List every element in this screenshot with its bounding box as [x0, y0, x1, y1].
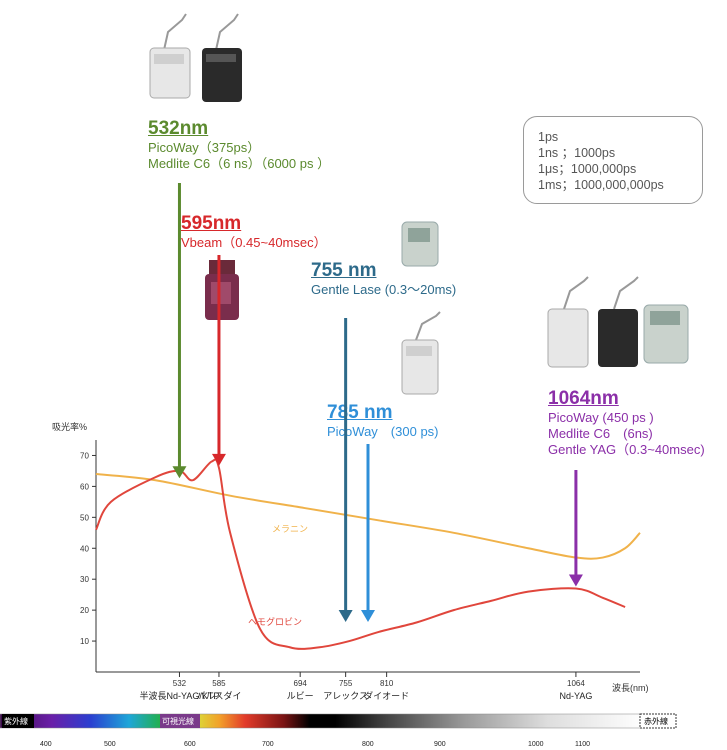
callout-755-line-1: Gentle Lase (0.3〜20ms) — [311, 282, 457, 297]
y-axis-label: 吸光率% — [52, 421, 87, 432]
laser-arrow-head-785 — [361, 610, 375, 622]
callout-1064: 1064nm PicoWay (450 ps ) Medlite C6 (6ns… — [548, 388, 705, 458]
spectrum-label-right: 赤外線 — [644, 716, 668, 726]
device-vbeam — [205, 260, 239, 320]
device-picoway-532 — [149, 13, 242, 102]
unit-legend-line-1: 1ps — [538, 130, 559, 144]
callout-755: 755 nm Gentle Lase (0.3〜20ms) — [311, 260, 456, 298]
callout-595: 595nm Vbeam（0.45~40msec） — [181, 213, 327, 251]
spectrum-tick-label: 600 — [184, 741, 196, 748]
x-tick-laser-name: ダイオード — [364, 690, 409, 701]
callout-1064-line-2: Medlite C6 (6ns) — [548, 426, 653, 441]
device-gentlelase — [401, 221, 439, 267]
spectrum-tick-label: 1000 — [528, 741, 544, 748]
device-1064-group — [547, 276, 689, 368]
laser-arrow-head-755 — [338, 610, 353, 622]
unit-legend-line-2: 1ns ；1000ps — [538, 146, 616, 160]
unit-legend-line-3: 1μs；1000,000ps — [538, 162, 637, 176]
callout-785-title: 785 nm — [327, 402, 393, 423]
callout-1064-line-3: Gentle YAG（0.3~40msec) — [548, 442, 705, 457]
callout-1064-line-1: PicoWay (450 ps ) — [548, 410, 654, 425]
unit-legend-line-4: 1ms；1000,000,000ps — [538, 178, 664, 192]
callout-532-title: 532nm — [148, 118, 209, 139]
x-tick-laser-name: パルスダイ — [196, 690, 241, 701]
spectrum-tick-label: 500 — [104, 741, 116, 748]
hemoglobin-curve — [95, 458, 626, 650]
callout-1064-title: 1064nm — [548, 388, 619, 409]
laser-arrow-head-585 — [211, 453, 226, 466]
callout-595-title: 595nm — [181, 213, 242, 234]
callout-532-line-2: Medlite C6（6 ns）（6000 ps ） — [148, 156, 331, 171]
x-tick-laser-name: 半波長Nd-YAG/KTP — [140, 690, 220, 701]
spectrum-label-left: 紫外線 — [4, 716, 28, 726]
y-tick-label: 20 — [80, 606, 89, 615]
x-tick-label: 532 — [173, 679, 187, 688]
y-tick-label: 10 — [80, 637, 89, 646]
x-tick-laser-name: Nd-YAG — [559, 691, 592, 701]
spectrum-tick-label: 1100 — [575, 741, 590, 748]
spectrum-label-left-bg — [2, 714, 34, 728]
y-tick-label: 60 — [80, 482, 89, 491]
laser-arrow-head-1064 — [568, 574, 583, 587]
x-axis-label: 波長(nm) — [612, 682, 649, 693]
callout-595-line-1: Vbeam（0.45~40msec） — [181, 235, 327, 250]
spectrum-tick-label: 700 — [262, 741, 274, 748]
x-tick-laser-name: ルビー — [287, 691, 314, 701]
series-label-melanin: メラニン — [272, 524, 308, 534]
spectrum-tick-label: 800 — [362, 741, 374, 748]
callout-785: 785 nm PicoWay (300 ps) — [327, 402, 439, 440]
callout-532: 532nm PicoWay（375ps） Medlite C6（6 ns）（60… — [148, 118, 330, 172]
series-label-hemoglobin: ヘモグロビン — [248, 616, 302, 627]
x-tick-label: 694 — [294, 679, 308, 688]
y-tick-label: 30 — [80, 575, 89, 584]
y-tick-label: 70 — [80, 451, 89, 460]
device-picoway-785 — [401, 311, 441, 395]
spectrum-tick-label: 900 — [434, 741, 446, 748]
callout-532-line-1: PicoWay（375ps） — [148, 140, 261, 155]
x-tick-label: 585 — [212, 679, 226, 688]
callout-755-title: 755 nm — [311, 260, 377, 281]
spectrum-label-middle-bg — [160, 714, 200, 728]
spectrum-bar — [0, 714, 645, 728]
x-tick-label: 810 — [380, 679, 394, 688]
melanin-curve — [95, 473, 641, 560]
laser-arrow-head-532 — [172, 466, 187, 479]
spectrum-label-right-bg — [639, 713, 677, 729]
callout-785-line-1: PicoWay (300 ps) — [327, 424, 439, 439]
y-tick-label: 40 — [80, 544, 89, 553]
spectrum-tick-label: 400 — [40, 741, 52, 748]
y-tick-label: 50 — [80, 513, 89, 522]
x-tick-label: 1064 — [567, 679, 585, 688]
x-tick-label: 755 — [339, 679, 353, 688]
x-tick-laser-name: アレックス — [323, 691, 368, 701]
unit-legend-box: 1ps 1ns ；1000ps 1μs；1000,000ps 1ms；1000,… — [523, 116, 703, 204]
spectrum-label-middle: 可視光線 — [162, 716, 194, 726]
